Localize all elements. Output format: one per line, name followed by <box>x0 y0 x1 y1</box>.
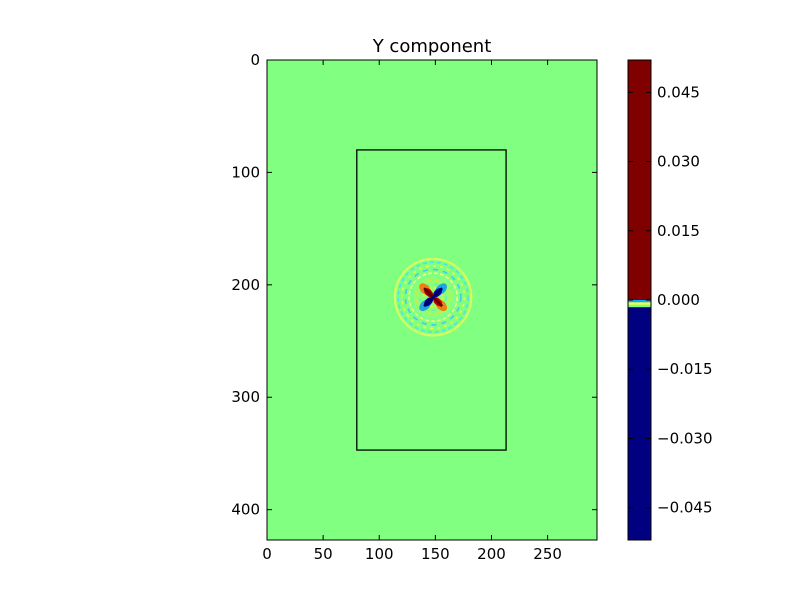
wave-ring <box>419 283 448 312</box>
colorbar-center-band <box>628 302 651 305</box>
wave-ring <box>422 286 444 308</box>
wave-pattern <box>393 257 473 337</box>
colorbar <box>627 59 652 541</box>
colorbar-tick-label: −0.045 <box>657 499 713 517</box>
wave-ring <box>397 261 469 333</box>
y-tick-label: 400 <box>231 501 260 519</box>
wave-ring <box>411 275 455 319</box>
x-tick-label: 0 <box>262 545 272 563</box>
colorbar-tick-label: 0.015 <box>657 222 700 240</box>
colorbar-segment <box>628 60 651 300</box>
x-tick-label: 100 <box>365 545 394 563</box>
y-tick-label: 100 <box>231 163 260 181</box>
wave-ring <box>408 272 458 323</box>
y-tick-label: 200 <box>231 276 260 294</box>
wave-ring <box>401 265 466 330</box>
wave-ring <box>404 268 462 326</box>
overlay-rectangle <box>356 149 507 451</box>
colorbar-tick-label: −0.015 <box>657 360 713 378</box>
colorbar-center-band <box>628 300 651 303</box>
y-tick-label: 300 <box>231 388 260 406</box>
y-tick-label: 0 <box>250 51 260 69</box>
x-tick-label: 200 <box>477 545 506 563</box>
chart-title: Y component <box>372 36 492 57</box>
colorbar-segment <box>628 306 651 540</box>
wave-ring-outer <box>393 257 473 337</box>
colorbar-tick-label: 0.045 <box>657 83 700 101</box>
plot-frame <box>266 59 598 541</box>
colorbar-tick-label: 0.000 <box>657 291 700 309</box>
x-tick-label: 150 <box>421 545 450 563</box>
colorbar-tick-label: −0.030 <box>657 429 713 447</box>
y-axis: 0 100 200 300 400 <box>231 51 597 519</box>
colorbar-center-band <box>628 304 651 308</box>
x-tick-label: 250 <box>533 545 562 563</box>
colorbar-tick-label: 0.030 <box>657 153 700 171</box>
x-axis: 0 50 100 150 200 250 <box>262 60 562 563</box>
x-tick-label: 50 <box>314 545 333 563</box>
wave-core <box>423 287 444 308</box>
wave-ring <box>415 279 451 315</box>
colorbar-axis: 0.045 0.030 0.015 0.000 −0.015 −0.030 −0.045 <box>628 83 713 517</box>
